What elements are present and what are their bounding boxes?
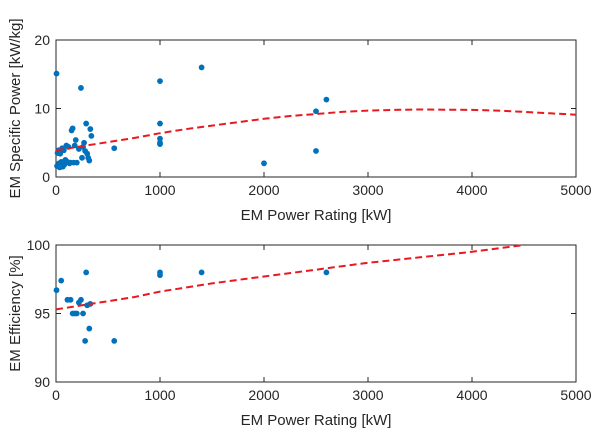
x-tick-label: 5000 (560, 182, 591, 198)
tick-labels: 0 1000 2000 3000 4000 5000 90 95 100 (27, 237, 592, 403)
data-point (78, 85, 84, 91)
x-tick-label: 0 (52, 182, 60, 198)
data-point (323, 96, 330, 103)
data-point (157, 78, 163, 84)
data-point (111, 338, 118, 344)
data-point (79, 154, 85, 161)
data-point (73, 159, 80, 166)
data-point (157, 135, 163, 142)
trend-lines (55, 108, 577, 152)
data-point (67, 296, 74, 303)
y-tick-label: 95 (34, 306, 50, 322)
trend-line (55, 108, 577, 152)
data-point (261, 160, 267, 167)
x-tick-label: 2000 (248, 387, 279, 403)
x-tick-label: 4000 (456, 182, 487, 198)
data-point (198, 64, 205, 71)
data-point (157, 120, 163, 127)
data-point (323, 269, 330, 276)
x-tick-label: 3000 (352, 182, 383, 198)
ticks (55, 39, 577, 178)
data-point (81, 139, 87, 146)
plot-frame (55, 244, 577, 383)
trend-lines (55, 244, 525, 311)
x-tick-label: 3000 (352, 387, 383, 403)
x-axis-label: EM Power Rating [kW] (241, 207, 392, 224)
data-point (58, 277, 65, 284)
data-point (313, 148, 319, 154)
data-point (83, 120, 90, 127)
data-point (73, 310, 80, 317)
data-point (88, 133, 95, 139)
data-point (87, 126, 94, 132)
y-tick-label: 20 (34, 32, 50, 48)
y-tick-label: 10 (34, 101, 50, 117)
data-point (313, 108, 319, 115)
x-tick-label: 1000 (144, 387, 175, 403)
data-point (157, 141, 163, 148)
scatter-points (53, 269, 330, 344)
x-tick-label: 2000 (248, 182, 279, 198)
data-point (82, 338, 89, 344)
x-axis-label: EM Power Rating [kW] (241, 412, 392, 429)
data-point (69, 125, 76, 132)
specific-power-panel: 0 1000 2000 3000 4000 5000 0 10 20 EM Power Rati… (7, 18, 592, 224)
data-point (53, 287, 60, 294)
data-point (83, 269, 90, 276)
y-tick-label: 100 (27, 237, 51, 253)
x-tick-label: 1000 (144, 182, 175, 198)
y-tick-label: 90 (34, 374, 50, 390)
x-tick-label: 4000 (456, 387, 487, 403)
ticks (55, 244, 577, 383)
data-point (198, 269, 205, 276)
scatter-points (53, 64, 330, 171)
data-point (86, 325, 93, 332)
data-point (157, 272, 163, 279)
efficiency-panel: 0 1000 2000 3000 4000 5000 90 95 100 EM Power Ra… (7, 237, 592, 429)
x-tick-label: 5000 (560, 387, 591, 403)
data-point (53, 70, 60, 77)
y-tick-label: 0 (42, 169, 50, 185)
tick-labels: 0 1000 2000 3000 4000 5000 0 10 20 (34, 32, 591, 198)
y-axis-label: EM Specific Power [kW/kg] (7, 18, 24, 198)
data-point (72, 137, 79, 143)
data-point (78, 296, 84, 303)
data-point (111, 145, 118, 152)
y-axis-label: EM Efficiency [%] (7, 255, 24, 371)
data-point (86, 157, 93, 164)
data-point (80, 310, 86, 317)
x-tick-label: 0 (52, 387, 60, 403)
trend-line (55, 244, 525, 311)
